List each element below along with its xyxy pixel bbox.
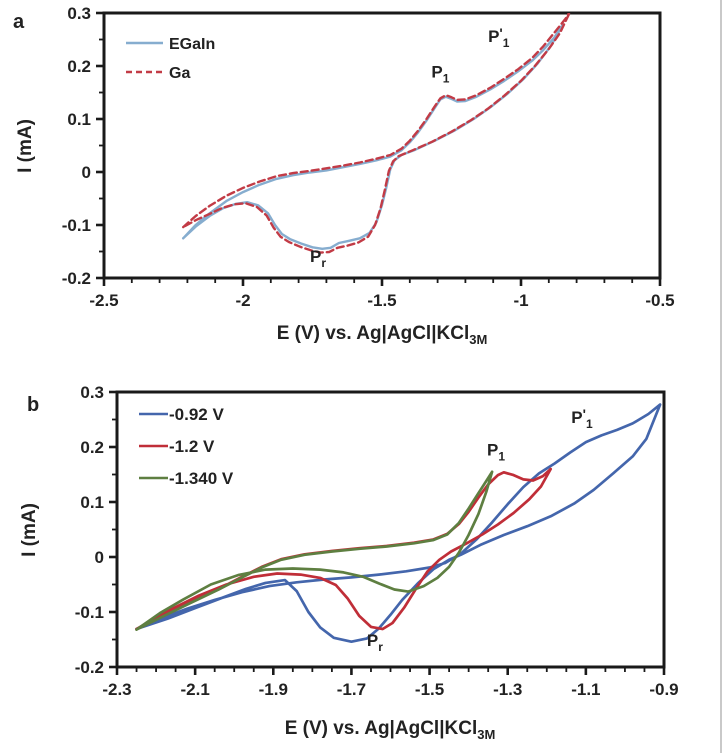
curves-group	[135, 403, 662, 644]
legend-label: -0.92 V	[169, 405, 224, 424]
peak-label-subscript: r	[321, 256, 326, 270]
y-tick-label: 0.3	[67, 4, 91, 23]
x-axis-title: E (V) vs. Ag|AgCl|KCl3M	[277, 323, 488, 347]
peak-label-base: P	[488, 27, 499, 46]
y-tick-label: -0.2	[75, 658, 104, 677]
peak-label-prime: '	[499, 25, 502, 41]
peak-label-subscript: 1	[586, 417, 593, 431]
peak-label-prime: '	[583, 406, 586, 422]
peak-label-base: P	[487, 440, 498, 459]
panel-letter: a	[13, 11, 25, 33]
x-tick-label: -2.1	[180, 680, 209, 699]
y-tick-label: -0.2	[62, 269, 91, 288]
curve--1.340-v	[135, 470, 494, 631]
x-tick-label: -1.5	[415, 680, 444, 699]
y-tick-label: 0.2	[80, 438, 104, 457]
peak-label-base: P	[310, 247, 321, 266]
curve-ga	[182, 13, 571, 254]
y-tick-label: -0.1	[62, 216, 91, 235]
peak-label-Pp1: P'1	[571, 406, 593, 431]
legend-label: Ga	[169, 65, 190, 82]
x-tick-label: -1.7	[337, 680, 366, 699]
curves-group	[182, 13, 571, 254]
x-tick-label: -1.3	[493, 680, 522, 699]
peak-label-subscript: 1	[443, 72, 450, 86]
legend-item: EGaIn	[126, 36, 215, 53]
legend-label: EGaIn	[169, 36, 215, 53]
peak-label-subscript: 1	[498, 449, 505, 463]
x-tick-label: -2.3	[102, 680, 131, 699]
peak-label-Pr: Pr	[367, 631, 383, 654]
legend-item: -1.2 V	[139, 437, 215, 456]
peak-label-Pp1: P'1	[488, 25, 510, 50]
peak-label-base: P	[367, 631, 378, 650]
y-tick-label: -0.1	[75, 603, 104, 622]
x-tick-label: -2	[235, 291, 250, 310]
peak-label-Pr: Pr	[310, 247, 326, 270]
x-tick-label: -1.9	[259, 680, 288, 699]
legend-label: -1.2 V	[169, 437, 215, 456]
x-axis-title-subscript: 3M	[477, 727, 495, 742]
y-axis-title: I (mA)	[19, 503, 40, 557]
y-tick-label: 0.1	[67, 110, 91, 129]
plot-frame	[102, 11, 662, 280]
curve-egain	[182, 23, 564, 250]
x-axis-title-subscript: 3M	[469, 332, 487, 347]
x-tick-label: -0.9	[649, 680, 678, 699]
y-tick-label: 0	[82, 163, 91, 182]
y-tick-label: 0	[95, 548, 104, 567]
y-tick-label: 0.1	[80, 493, 104, 512]
curve--0.92-v	[135, 403, 662, 644]
x-tick-label: -0.5	[645, 291, 674, 310]
x-axis-title-text: E (V) vs. Ag|AgCl|KCl	[277, 323, 470, 344]
panel-a: -2.5 -2 -1.5 -1 -0.5 0.3 0.2 0.1 0 -0.1 -0.2 E (V) …	[13, 4, 675, 347]
x-axis-title: E (V) vs. Ag|AgCl|KCl3M	[285, 718, 496, 742]
x-tick-label: -1.5	[367, 291, 396, 310]
y-tick-label: 0.2	[67, 57, 91, 76]
legend-label: -1.340 V	[169, 469, 234, 488]
panel-letter: b	[27, 394, 39, 416]
x-tick-label: -1.1	[571, 680, 600, 699]
legend-item: -1.340 V	[139, 469, 234, 488]
legend-item: Ga	[126, 65, 190, 82]
y-tick-label: 0.3	[80, 383, 104, 402]
x-tick-label: -1	[513, 291, 528, 310]
plot-frame	[115, 390, 666, 669]
page-edge-line	[720, 0, 722, 753]
x-axis-title-text: E (V) vs. Ag|AgCl|KCl	[285, 718, 478, 739]
peak-label-P1: P1	[487, 440, 505, 463]
peak-label-subscript: 1	[503, 36, 510, 50]
panel-b: -2.3 -2.1 -1.9 -1.7 -1.5 -1.3 -1.1 -0.9 0.3 0.2 0.…	[19, 383, 679, 742]
peak-label-base: P	[571, 408, 582, 427]
peak-label-subscript: r	[378, 640, 383, 654]
peak-label-base: P	[431, 63, 442, 82]
peak-label-P1: P1	[431, 63, 449, 86]
legend-item: -0.92 V	[139, 405, 224, 424]
y-axis-title: I (mA)	[15, 119, 36, 173]
x-tick-label: -2.5	[89, 291, 118, 310]
